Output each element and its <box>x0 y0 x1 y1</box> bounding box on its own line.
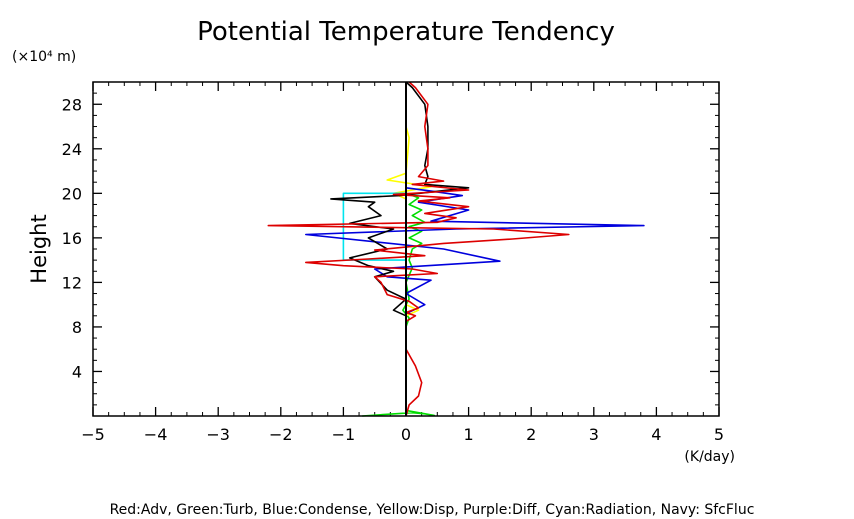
series-line-turb <box>362 82 436 417</box>
legend-note: Red:Adv, Green:Turb, Blue:Condense, Yell… <box>110 502 755 518</box>
y-tick-label: 12 <box>62 273 82 292</box>
series-group <box>267 81 645 417</box>
series-line-adv <box>267 81 570 417</box>
x-tick-label: −4 <box>144 425 168 444</box>
x-tick-label: 0 <box>401 425 411 444</box>
series-line-disp <box>386 82 432 416</box>
x-tick-label: 3 <box>589 425 599 444</box>
y-tick-label: 28 <box>62 95 82 114</box>
y-tick-labels: 4 8 12 16 20 24 28 <box>62 95 82 381</box>
x-tick-label: 1 <box>464 425 474 444</box>
series-line-total <box>330 81 470 416</box>
series-line-condense <box>304 82 645 416</box>
x-tick-labels: −5 −4 −3 −2 −1 0 1 2 3 4 5 <box>81 425 724 444</box>
y-tick-label: 4 <box>72 362 82 381</box>
y-unit-label: (×10⁴ m) <box>12 49 76 65</box>
x-tick-label: 2 <box>526 425 536 444</box>
y-tick-label: 8 <box>72 318 82 337</box>
x-tick-label: −2 <box>269 425 293 444</box>
major-ticks <box>92 82 720 416</box>
x-tick-label: 5 <box>714 425 724 444</box>
x-tick-label: −1 <box>332 425 356 444</box>
x-tick-label: −3 <box>206 425 230 444</box>
chart-title: Potential Temperature Tendency <box>197 17 615 47</box>
y-tick-label: 24 <box>62 140 82 159</box>
x-tick-label: −5 <box>81 425 105 444</box>
y-tick-label: 16 <box>62 229 82 248</box>
x-unit-label: (K/day) <box>684 449 735 465</box>
y-axis-label: Height <box>27 214 51 283</box>
x-tick-label: 4 <box>651 425 661 444</box>
y-tick-label: 20 <box>62 184 82 203</box>
